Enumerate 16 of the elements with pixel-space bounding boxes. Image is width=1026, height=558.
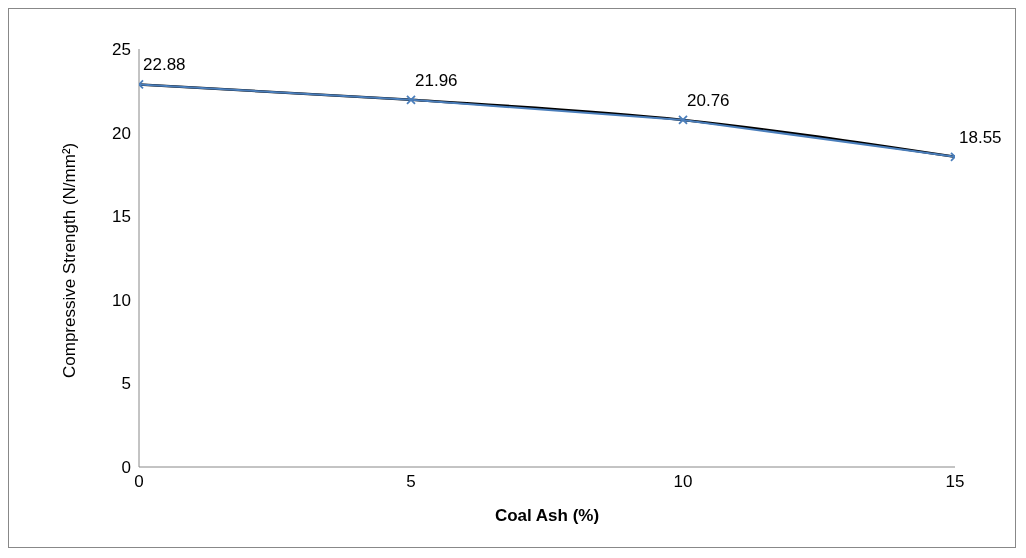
data-label: 21.96 [415,70,458,90]
data-label: 20.76 [687,90,730,110]
x-axis-title: Coal Ash (%) [494,506,600,525]
y-tick-label: 10 [112,290,131,310]
y-axis-title: Compressive Strength (N/mm²) [60,142,80,378]
data-label: 18.55 [959,127,1002,147]
y-tick-label: 15 [112,207,131,227]
x-tick-label: 0 [134,472,144,492]
x-tick-label: 15 [945,472,965,492]
x-tick-label: 5 [406,472,416,492]
y-tick-label: 5 [121,374,131,394]
y-tick-label: 0 [121,458,131,478]
data-label: 22.88 [143,55,186,75]
y-tick-label: 20 [112,123,131,143]
y-tick-label: 25 [112,40,131,60]
x-tick-label: 10 [673,472,693,492]
